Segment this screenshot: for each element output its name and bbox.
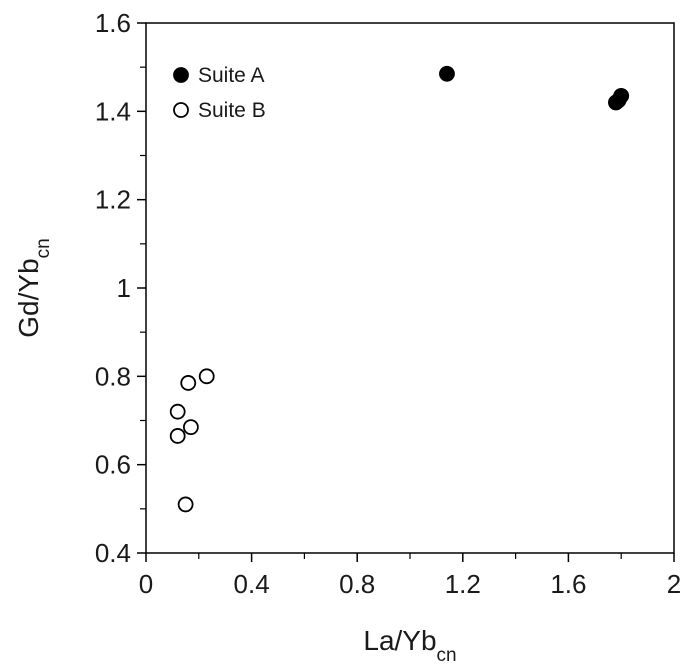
y-tick-label: 0.8 [95,361,131,391]
suite-b-point [182,419,199,436]
y-tick-label: 0.4 [95,538,131,568]
suite-b-point [169,428,186,444]
legend-label-suite-b: Suite B [198,99,266,122]
legend-label-suite-a: Suite A [198,64,265,87]
x-tick-label: 0.4 [234,569,270,599]
legend-marker-suite-a [173,67,189,83]
legend-marker-suite-b [173,102,189,118]
legend: Suite A Suite B [173,64,266,122]
suite-a-point [613,87,630,104]
y-tick-label: 1.6 [95,8,131,38]
x-axis-label: La/Ybcn [363,625,456,666]
y-tick-label: 1 [117,273,131,303]
suite-b-point [177,496,194,513]
data-points [169,65,630,513]
x-tick-label: 0.8 [339,569,375,599]
x-tick-label: 2 [667,569,681,599]
y-axis-label: Gd/Ybcn [13,238,54,337]
y-tick-label: 0.6 [95,450,131,480]
x-tick-label: 0 [139,569,153,599]
x-tick-label: 1.2 [445,569,481,599]
y-tick-label: 1.2 [95,185,131,215]
suite-b-point [198,368,215,385]
y-tick-label: 1.4 [95,96,131,126]
suite-a-point [439,65,455,82]
x-tick-label: 1.6 [550,569,586,599]
y-axis-ticks: 0.4 0.6 0.8 1 1.2 1.4 1.6 [95,8,146,568]
x-axis-ticks: 0 0.4 0.8 1.2 1.6 2 [139,553,681,599]
suite-b-point [169,403,186,420]
suite-b-point [180,375,197,391]
